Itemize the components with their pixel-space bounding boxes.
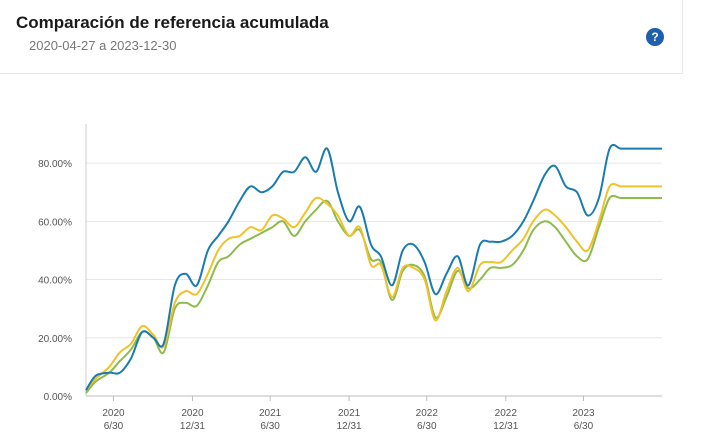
y-tick-label: 80.00% <box>38 159 72 170</box>
y-tick-label: 40.00% <box>38 276 72 287</box>
series-line-2 <box>85 182 662 391</box>
chart-area: 0.00% 20.00% 40.00% 60.00% 80.00% 2020 6/30 202… <box>0 74 703 442</box>
question-circle-icon[interactable]: ? <box>646 28 664 46</box>
x-tick-year: 2020 <box>181 408 204 419</box>
y-tick-label: 60.00% <box>38 217 72 228</box>
chart-header: Comparación de referencia acumulada 2020… <box>0 0 683 74</box>
x-tick-date: 6/30 <box>260 421 280 432</box>
x-tick-date: 12/31 <box>493 421 518 432</box>
x-tick-date: 6/30 <box>104 421 124 432</box>
x-tick-year: 2023 <box>572 408 595 419</box>
y-tick-label: 0.00% <box>44 392 72 403</box>
x-tick-date: 12/31 <box>180 421 205 432</box>
x-tick-year: 2020 <box>102 408 125 419</box>
chart-title: Comparación de referencia acumulada <box>16 13 329 32</box>
x-tick-year: 2021 <box>259 408 282 419</box>
x-tick-date: 12/31 <box>337 421 362 432</box>
x-tick-year: 2022 <box>495 408 518 419</box>
date-range: 2020-04-27 a 2023-12-30 <box>29 38 177 53</box>
x-tick-year: 2021 <box>338 408 361 419</box>
y-tick-label: 20.00% <box>38 334 72 345</box>
series-line-1 <box>85 143 662 391</box>
line-chart: 0.00% 20.00% 40.00% 60.00% 80.00% 2020 6/30 202… <box>38 124 662 432</box>
x-tick-year: 2022 <box>416 408 439 419</box>
x-tick-date: 6/30 <box>417 421 437 432</box>
series-line-3 <box>85 194 662 394</box>
x-tick-date: 6/30 <box>574 421 594 432</box>
